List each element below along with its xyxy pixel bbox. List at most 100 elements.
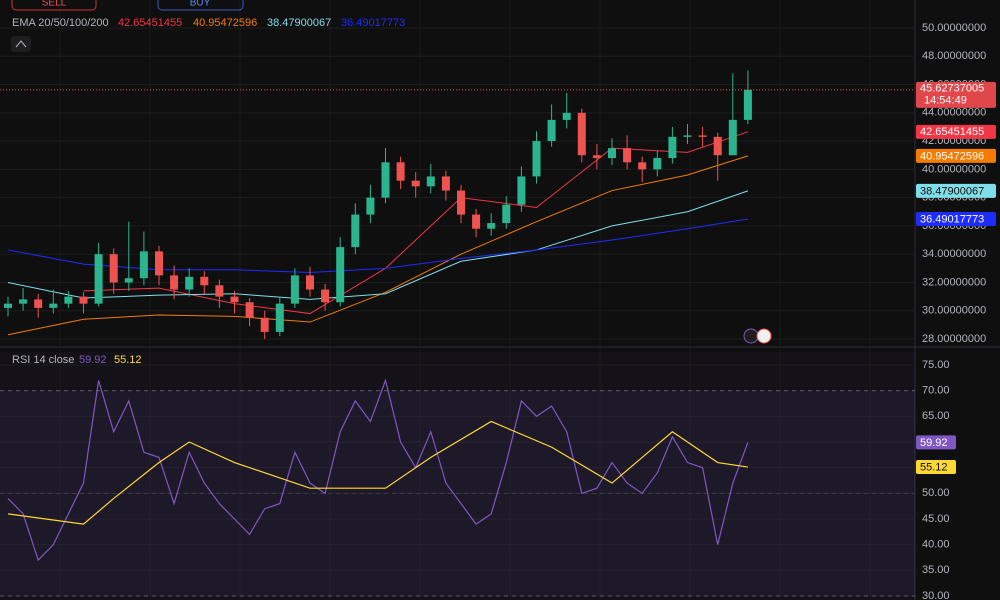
candle-body <box>608 148 616 159</box>
y-tick-label: 32.00000000 <box>922 276 986 288</box>
candle-body <box>290 275 299 304</box>
candle-body <box>547 119 556 142</box>
ema-line <box>7 218 748 274</box>
sell-label[interactable]: SELL <box>42 0 67 9</box>
rsi-tag-bg <box>916 460 956 475</box>
candle-body <box>34 299 43 308</box>
candle-body <box>336 247 345 303</box>
buy-button[interactable] <box>157 0 244 11</box>
candle-body <box>109 254 118 283</box>
candle-body <box>4 303 12 308</box>
candle-body <box>170 275 179 290</box>
ema-legend-value: 36.49017773 <box>341 17 405 29</box>
candle-body <box>381 162 390 198</box>
y-tick-label: 75.00 <box>922 359 950 371</box>
candle-body <box>592 155 601 159</box>
y-tick-label: 50.00000000 <box>922 22 986 34</box>
candle-body <box>230 296 239 303</box>
collapse-icon <box>15 40 27 48</box>
ema-price-tag-bg <box>916 183 996 198</box>
candle-body <box>351 214 360 248</box>
candle-body <box>577 112 586 156</box>
collapse-button[interactable] <box>11 36 31 52</box>
y-tick-label: 45.00 <box>922 513 950 525</box>
ema-price-tag-bg <box>916 124 996 139</box>
ema-legend-value: 40.95472596 <box>193 17 257 29</box>
candle-body <box>517 176 526 205</box>
candle-body <box>728 119 737 156</box>
y-tick-label: 44.00000000 <box>922 107 986 119</box>
candle-body <box>366 197 375 215</box>
event-icon[interactable] <box>743 328 759 344</box>
candle-body <box>472 214 481 229</box>
rsi-tag: 59.92 <box>920 437 948 449</box>
candle-body <box>124 278 133 283</box>
rsi-tag-bg <box>916 435 956 450</box>
candle-body <box>79 296 88 304</box>
candle-body <box>668 136 677 159</box>
last-price-label: 45.62737005 <box>920 83 984 95</box>
ema-price-tag-bg <box>916 148 996 163</box>
rsi-legend-value: 59.92 <box>79 354 107 366</box>
candle-body <box>396 162 405 181</box>
buy-label[interactable]: BUY <box>190 0 211 9</box>
candle-body <box>245 302 254 318</box>
y-tick-label: 35.00 <box>922 564 950 576</box>
y-tick-label: 65.00 <box>922 410 950 422</box>
countdown: 14:54:49 <box>924 95 967 107</box>
rsi-legend-value: 55.12 <box>114 354 142 366</box>
candle-body <box>321 289 330 303</box>
y-tick-label: 40.00000000 <box>922 163 986 175</box>
flag-icon[interactable] <box>756 328 772 344</box>
candle-body <box>215 285 224 297</box>
ema-legend-title: EMA 20/50/100/200 <box>12 17 109 29</box>
ema-legend-value: 38.47900067 <box>267 17 331 29</box>
y-tick-label: 28.00000000 <box>922 333 986 345</box>
ema-price-tag: 36.49017773 <box>920 213 984 225</box>
candle-body <box>743 89 752 120</box>
candle-body <box>653 158 662 170</box>
rsi-tag: 55.12 <box>920 461 948 473</box>
ema-line <box>7 155 749 336</box>
rsi-ma-line <box>7 420 748 525</box>
candle-body <box>64 296 73 304</box>
candle-body <box>502 204 511 224</box>
rsi-line <box>7 378 749 562</box>
candle-body <box>155 251 163 276</box>
rsi-legend-title: RSI 14 close <box>12 354 74 366</box>
ema-price-tag: 42.65451455 <box>920 126 984 138</box>
candle-body <box>49 303 58 308</box>
candle-body <box>441 176 450 191</box>
candle-body <box>638 162 647 170</box>
y-tick-label: 50.00 <box>922 487 950 499</box>
y-tick-label: 48.00000000 <box>922 50 986 62</box>
candle-body <box>426 176 435 187</box>
candle-body <box>185 276 194 290</box>
candle-body <box>260 317 269 332</box>
sell-button[interactable] <box>11 0 97 11</box>
ema-legend-value: 42.65451455 <box>118 17 182 29</box>
y-tick-label: 40.00 <box>922 539 950 551</box>
candle-body <box>487 223 496 229</box>
candle-body <box>19 299 28 304</box>
candle-body <box>562 112 571 120</box>
candle-body <box>713 136 722 156</box>
ema-line <box>83 131 749 315</box>
ema-price-tag-bg <box>916 211 996 226</box>
y-tick-label: 34.00000000 <box>922 248 986 260</box>
candle-body <box>275 303 284 332</box>
candle-body <box>200 276 209 286</box>
candle-body <box>306 275 314 290</box>
y-tick-label: 70.00 <box>922 385 950 397</box>
candle-body <box>532 141 541 177</box>
candle-body <box>411 180 420 187</box>
last-price-bg <box>916 81 996 108</box>
ema-line <box>7 190 749 300</box>
candle-body <box>683 135 692 137</box>
ema-price-tag: 40.95472596 <box>920 150 984 162</box>
ema-price-tag: 38.47900067 <box>920 185 984 197</box>
rsi-panel-bg <box>0 352 915 600</box>
y-tick-label: 30.00 <box>922 590 950 600</box>
y-tick-label: 30.00000000 <box>922 305 986 317</box>
